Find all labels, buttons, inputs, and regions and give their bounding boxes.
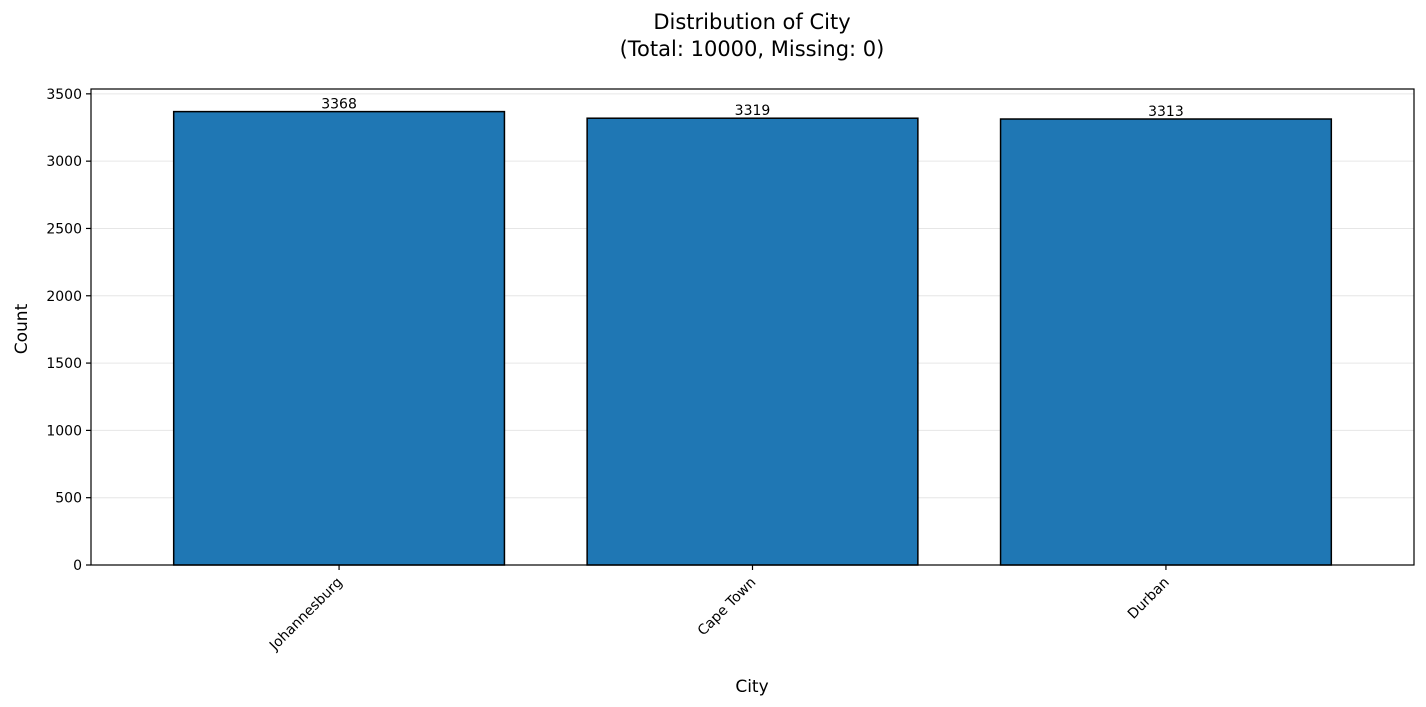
y-tick-label: 500 xyxy=(55,491,82,507)
bar-value-label: 3368 xyxy=(321,97,357,113)
x-axis-label: City xyxy=(735,677,768,697)
chart-subtitle: (Total: 10000, Missing: 0) xyxy=(620,37,885,61)
bar-cape-town xyxy=(586,117,919,566)
y-tick-label: 3000 xyxy=(46,154,82,170)
y-axis-ticks: 0 500 1000 1500 2000 2500 3000 3500 xyxy=(46,87,91,574)
chart-title: Distribution of City xyxy=(653,10,850,34)
bar-johannesburg xyxy=(172,110,506,566)
bar-value-label: 3313 xyxy=(1148,104,1184,120)
y-axis-label: Count xyxy=(12,303,32,354)
y-tick-label: 2500 xyxy=(46,221,82,237)
bar-durban xyxy=(999,118,1333,566)
y-tick-label: 1500 xyxy=(46,356,82,372)
y-tick-label: 3500 xyxy=(46,87,82,103)
bar-value-label: 3319 xyxy=(735,103,771,119)
y-tick-label: 0 xyxy=(73,558,82,574)
y-tick-label: 1000 xyxy=(46,423,82,439)
bars xyxy=(172,110,1333,566)
bar-value-labels: 3368 3319 3313 xyxy=(321,97,1184,120)
y-tick-label: 2000 xyxy=(46,289,82,305)
